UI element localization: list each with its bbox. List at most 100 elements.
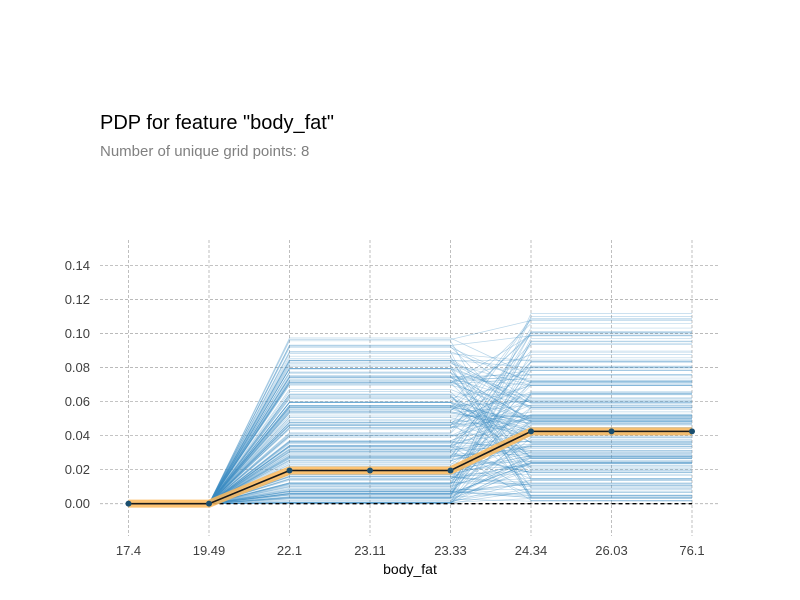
ice-line [128,376,692,505]
ice-line [128,320,692,505]
pdp-point [286,467,293,474]
ice-line [128,382,692,505]
y-tick-label: 0.10 [65,326,90,341]
ice-line [128,368,692,505]
ice-line [128,334,692,505]
ice-line [128,414,692,505]
ice-lines-layer [128,313,692,505]
ice-line [128,404,692,505]
ice-line [128,392,692,505]
ice-line [128,368,692,505]
pdp-line [128,430,692,505]
ice-line [128,389,692,505]
ice-line [128,397,692,505]
y-tick-label: 0.02 [65,462,90,477]
ice-line [128,415,692,505]
pdp-point [528,428,534,435]
ice-line [128,416,692,505]
pdp-point [447,467,454,474]
ice-line [128,366,692,505]
y-tick-label: 0.08 [65,360,90,375]
ice-line [128,407,692,505]
ice-line [128,361,692,505]
ice-line [128,419,692,505]
ice-line [128,323,692,505]
grid-layer [100,240,720,536]
x-tick-label: 26.03 [595,543,628,558]
ice-line [128,395,692,505]
ice-line [128,379,692,505]
chart-subtitle: Number of unique grid points: 8 [100,143,310,160]
ice-line [128,408,692,505]
ice-line [128,359,692,505]
ice-line [128,380,692,505]
x-tick-label: 17.4 [116,543,141,558]
pdp-point [125,500,132,507]
ice-line [128,354,692,505]
ice-line [128,360,692,505]
ice-line [128,340,692,505]
ice-line [128,384,692,505]
ice-line [128,391,692,505]
ice-line [128,406,692,505]
ice-line [128,419,692,505]
ice-line [128,344,692,505]
ice-line [128,375,692,505]
y-tick-label: 0.00 [65,496,90,511]
ice-line [128,374,692,505]
ice-line [128,374,692,505]
ice-line [128,402,692,505]
ice-line [128,443,692,505]
ice-line [128,360,692,505]
x-tick-label: 23.11 [354,543,386,558]
ice-line [128,383,692,505]
ice-line [128,332,692,505]
x-tick-label: 22.1 [277,543,302,558]
ice-line [128,359,692,505]
ice-line [128,441,692,505]
ice-line [128,406,692,505]
ice-line [128,318,692,505]
y-tick-label: 0.14 [65,258,90,273]
ice-line [128,401,692,505]
ice-line [128,368,692,505]
ice-line [128,341,692,505]
ice-line [128,381,692,505]
ice-line [128,394,692,505]
ice-line [128,414,692,505]
ice-line [128,402,692,505]
ice-line [128,457,692,505]
ice-line [128,342,692,505]
ice-line [128,377,692,505]
ice-line [128,353,692,505]
pdp-point [689,428,695,435]
ice-line [128,421,692,505]
ice-line [128,455,692,505]
ice-line [128,337,692,505]
ice-line [128,366,692,505]
ice-line [128,350,692,505]
ice-line [128,393,692,505]
ice-line [128,319,692,505]
ice-line [128,393,692,505]
y-tick-label: 0.12 [65,292,90,307]
ice-line [128,425,692,505]
pdp-layer [125,427,695,508]
ice-line [128,453,692,505]
pdp-point [367,467,373,474]
ice-line [128,441,692,505]
ice-line [128,377,692,505]
x-tick-label: 76.1 [679,543,704,558]
ice-line [128,376,692,505]
ice-line [128,417,692,505]
ice-line [128,371,692,505]
ice-line [128,395,692,505]
ice-line [128,363,692,505]
ice-line [128,492,692,505]
ice-line [128,368,692,505]
ice-line [128,368,692,505]
ice-line [128,380,692,505]
ice-line [128,404,692,505]
ice-line [128,402,692,505]
